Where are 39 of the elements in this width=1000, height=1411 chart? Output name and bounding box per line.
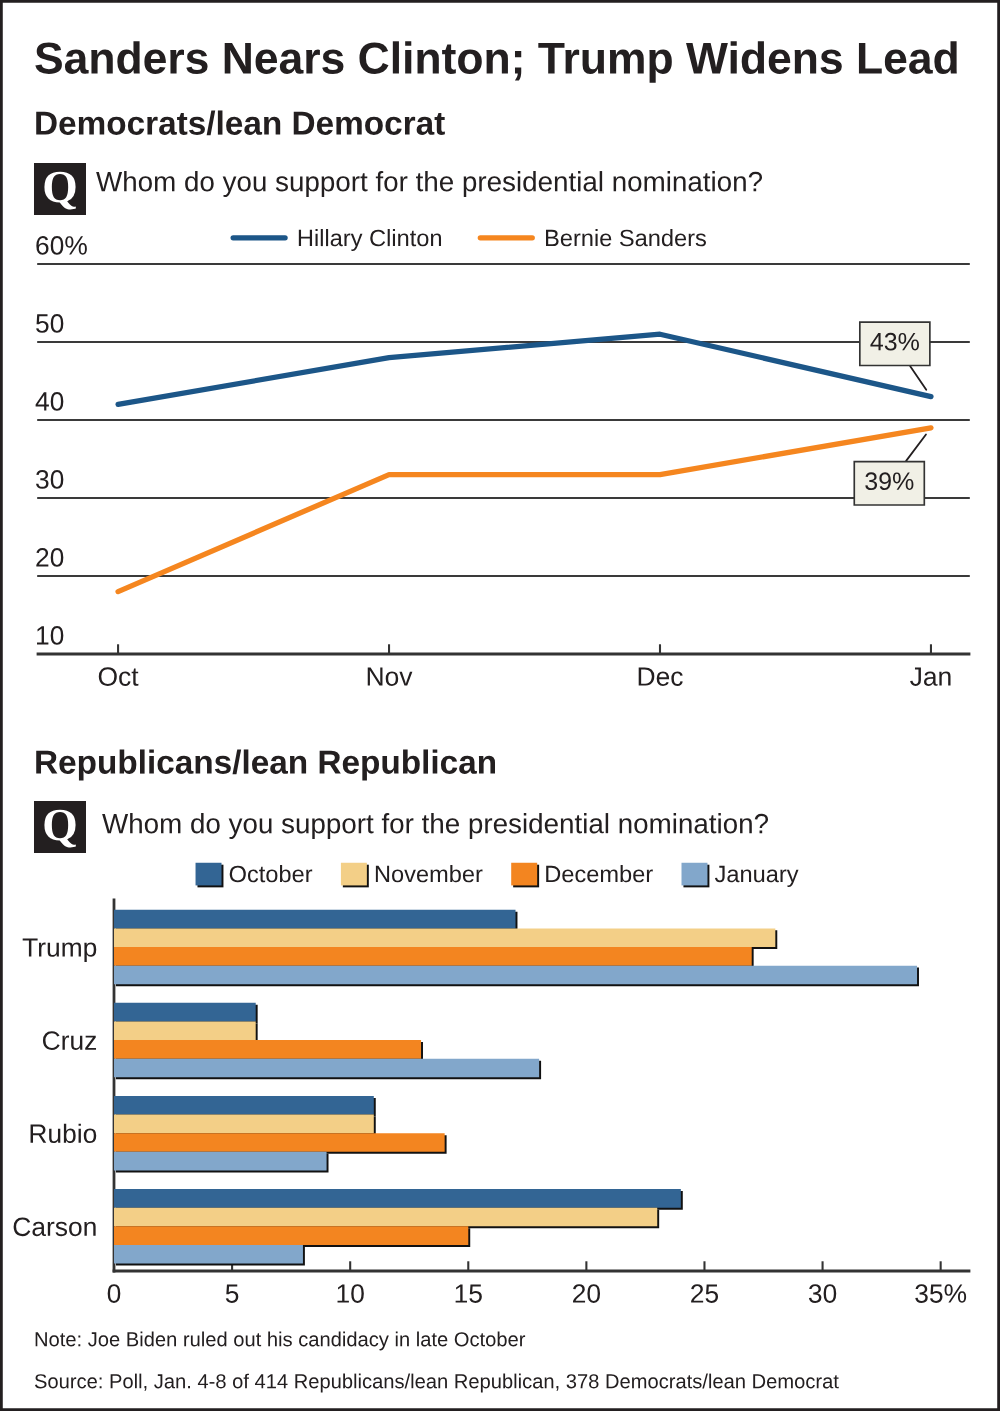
y-tick-label: 20 [36, 548, 64, 567]
y-tick-label: 40 [35, 392, 64, 411]
legend-label: October [229, 865, 313, 883]
text: Whom do you support for the presidential nomination? [102, 813, 769, 839]
y-tick-label: 30 [36, 470, 64, 489]
text: Q [44, 171, 76, 210]
x-tick-label: Nov [367, 667, 413, 686]
x-tick-label: Jan [910, 667, 951, 686]
x-tick-label: 30 [808, 1284, 837, 1303]
y-tick-label: Carson [13, 1217, 96, 1237]
text: Q [44, 809, 76, 848]
y-tick-label: 60% [36, 236, 87, 255]
legend-label: December [546, 865, 653, 883]
x-tick-label: 20 [573, 1284, 601, 1303]
y-tick-label: Cruz [42, 1031, 97, 1050]
source-note: Source: Poll, Jan. 4-8 of 414 Republicans/lean Republican, 378 Democrats/lean Democrat [34, 1373, 839, 1393]
y-tick-label: 50 [36, 314, 64, 333]
x-tick-label: Oct [98, 667, 139, 686]
legend-label: January [714, 865, 799, 888]
x-tick-label: 10 [337, 1284, 364, 1303]
chart-title: Sanders Nears Clinton; Trump Widens Lead [35, 41, 957, 83]
x-tick-label: 5 [225, 1284, 239, 1303]
y-tick-label: 10 [37, 626, 64, 645]
x-tick-label: 15 [455, 1284, 482, 1303]
legend-label: Bernie Sanders [546, 229, 706, 247]
data-label: 43% [870, 332, 919, 351]
text: Whom do you support for the presidential nomination? [96, 171, 763, 197]
y-tick-label: Trump [22, 938, 97, 963]
chart-title: Republicans/lean Republican [36, 749, 496, 781]
y-tick-label: Rubio [30, 1123, 97, 1144]
x-tick-label: 25 [691, 1284, 719, 1303]
legend-label: November [375, 865, 483, 883]
x-tick-label: Dec [638, 667, 683, 686]
chart-subtitle: Democrats/lean Democrat [36, 110, 445, 136]
data-label: 39% [865, 472, 914, 491]
x-tick-label: 35% [915, 1284, 967, 1303]
legend-label: Hillary Clinton [298, 229, 442, 252]
x-tick-label: 0 [107, 1284, 121, 1303]
text: Note: Joe Biden ruled out his candidacy in late October [35, 1331, 526, 1351]
